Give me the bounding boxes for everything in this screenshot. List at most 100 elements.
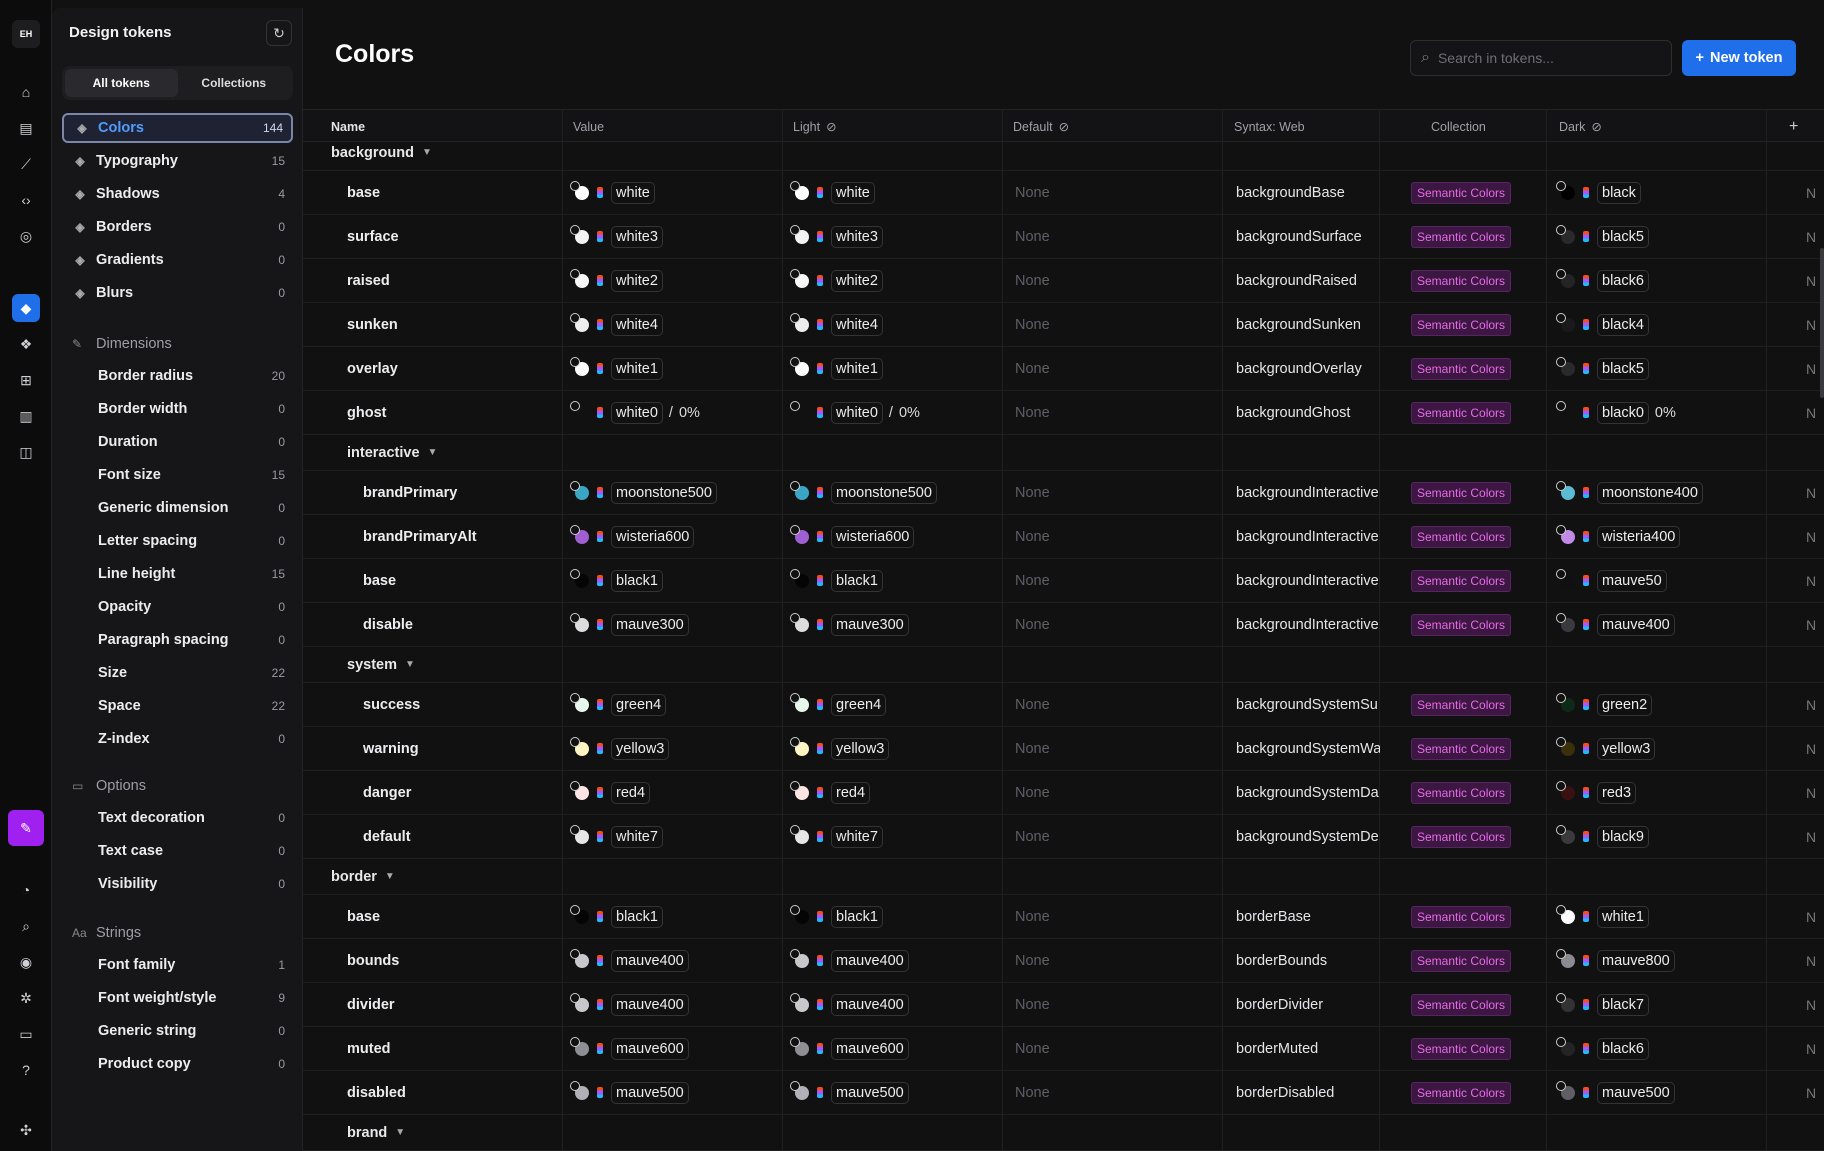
- chevron-down-icon[interactable]: ▼: [404, 659, 415, 670]
- table-row[interactable]: disable mauve300 mauve300 None backgroun…: [303, 603, 1824, 647]
- dark-cell[interactable]: mauve800: [1556, 939, 1675, 982]
- plugin-icon[interactable]: ✎: [8, 810, 44, 846]
- dark-cell[interactable]: moonstone400: [1556, 471, 1703, 514]
- group-row[interactable]: interactive ▼: [303, 435, 1824, 471]
- default-cell[interactable]: None: [1015, 228, 1050, 245]
- table-row[interactable]: brandPrimaryAlt wisteria600 wisteria600 …: [303, 515, 1824, 559]
- scrollbar[interactable]: [1820, 248, 1824, 398]
- default-cell[interactable]: None: [1015, 1084, 1050, 1101]
- refresh-icon[interactable]: ↻: [266, 20, 292, 46]
- table-row[interactable]: base white white None backgroundBase Sem…: [303, 171, 1824, 215]
- light-cell[interactable]: white0 / 0%: [790, 391, 920, 434]
- value-cell[interactable]: mauve500: [570, 1071, 689, 1114]
- category-4[interactable]: ◈ Gradients 0: [62, 245, 293, 275]
- dimension-item[interactable]: Generic dimension 0: [98, 493, 293, 523]
- light-cell[interactable]: mauve600: [790, 1027, 909, 1070]
- default-cell[interactable]: None: [1015, 616, 1050, 633]
- dark-cell[interactable]: black5: [1556, 215, 1649, 258]
- table-row[interactable]: bounds mauve400 mauve400 None borderBoun…: [303, 939, 1824, 983]
- light-cell[interactable]: green4: [790, 683, 887, 726]
- default-cell[interactable]: None: [1015, 272, 1050, 289]
- string-item[interactable]: Generic string 0: [98, 1016, 293, 1046]
- table-row[interactable]: disabled mauve500 mauve500 None borderDi…: [303, 1071, 1824, 1115]
- new-token-button[interactable]: + New token: [1682, 40, 1796, 76]
- value-cell[interactable]: red4: [570, 771, 651, 814]
- group-row[interactable]: brand ▼: [303, 1115, 1824, 1151]
- collection-cell[interactable]: Semantic Colors: [1411, 983, 1512, 1026]
- tab-collections[interactable]: Collections: [201, 76, 267, 90]
- chevron-down-icon[interactable]: ▼: [395, 1127, 406, 1138]
- document-icon[interactable]: ▤: [19, 119, 33, 136]
- dark-cell[interactable]: black4: [1556, 303, 1649, 346]
- dark-cell[interactable]: black: [1556, 171, 1641, 214]
- column-collection[interactable]: Collection: [1431, 119, 1486, 134]
- dark-cell[interactable]: mauve500: [1556, 1071, 1675, 1114]
- column-default[interactable]: Default ⊘: [1005, 110, 1069, 143]
- default-cell[interactable]: None: [1015, 528, 1050, 545]
- collection-cell[interactable]: Semantic Colors: [1411, 559, 1512, 602]
- collection-cell[interactable]: Semantic Colors: [1411, 1071, 1512, 1114]
- light-cell[interactable]: wisteria600: [790, 515, 915, 558]
- light-cell[interactable]: white7: [790, 815, 883, 858]
- dark-cell[interactable]: black9: [1556, 815, 1649, 858]
- column-dark[interactable]: Dark ⊘: [1551, 110, 1602, 143]
- light-cell[interactable]: moonstone500: [790, 471, 937, 514]
- column-value[interactable]: Value: [573, 119, 605, 134]
- tab-all-tokens[interactable]: All tokens: [65, 69, 178, 97]
- table-row[interactable]: raised white2 white2 None backgroundRais…: [303, 259, 1824, 303]
- search-input[interactable]: [1437, 50, 1638, 66]
- default-cell[interactable]: None: [1015, 572, 1050, 589]
- dark-cell[interactable]: mauve50: [1556, 559, 1667, 602]
- dark-cell[interactable]: black6: [1556, 1027, 1649, 1070]
- light-cell[interactable]: white2: [790, 259, 883, 302]
- table-row[interactable]: divider mauve400 mauve400 None borderDiv…: [303, 983, 1824, 1027]
- collection-cell[interactable]: Semantic Colors: [1411, 391, 1512, 434]
- column-name[interactable]: Name: [331, 119, 366, 134]
- dimension-item[interactable]: Font size 15: [98, 460, 293, 490]
- default-cell[interactable]: None: [1015, 404, 1050, 421]
- collection-cell[interactable]: Semantic Colors: [1411, 815, 1512, 858]
- collection-cell[interactable]: Semantic Colors: [1411, 939, 1512, 982]
- collection-cell[interactable]: Semantic Colors: [1411, 603, 1512, 646]
- dark-cell[interactable]: black6: [1556, 259, 1649, 302]
- dimension-item[interactable]: Duration 0: [98, 427, 293, 457]
- default-cell[interactable]: None: [1015, 784, 1050, 801]
- group-row[interactable]: border ▼: [303, 859, 1824, 895]
- workspace-avatar[interactable]: EH: [12, 20, 40, 48]
- table-row[interactable]: surface white3 white3 None backgroundSur…: [303, 215, 1824, 259]
- group-strings[interactable]: Aa Strings: [72, 925, 141, 941]
- string-item[interactable]: Font weight/style 9: [98, 983, 293, 1013]
- default-cell[interactable]: None: [1015, 996, 1050, 1013]
- category-2[interactable]: ◈ Shadows 4: [62, 179, 293, 209]
- light-cell[interactable]: white4: [790, 303, 883, 346]
- collection-cell[interactable]: Semantic Colors: [1411, 771, 1512, 814]
- home-icon[interactable]: ⌂: [21, 84, 31, 100]
- light-cell[interactable]: mauve400: [790, 939, 909, 982]
- settings-icon[interactable]: ✲: [20, 989, 32, 1006]
- table-row[interactable]: base black1 black1 None borderBase Seman…: [303, 895, 1824, 939]
- option-item[interactable]: Visibility 0: [98, 869, 293, 899]
- default-cell[interactable]: None: [1015, 908, 1050, 925]
- default-cell[interactable]: None: [1015, 316, 1050, 333]
- dark-cell[interactable]: mauve400: [1556, 603, 1675, 646]
- dimension-item[interactable]: Line height 15: [98, 559, 293, 589]
- grid-icon[interactable]: ⊞: [20, 371, 32, 388]
- chevron-down-icon[interactable]: ▼: [384, 871, 395, 882]
- table-row[interactable]: default white7 white7 None backgroundSys…: [303, 815, 1824, 859]
- dark-cell[interactable]: black0 0%: [1556, 391, 1676, 434]
- collection-cell[interactable]: Semantic Colors: [1411, 727, 1512, 770]
- dimension-item[interactable]: Space 22: [98, 691, 293, 721]
- value-cell[interactable]: white3: [570, 215, 663, 258]
- group-row[interactable]: system ▼: [303, 647, 1824, 683]
- default-cell[interactable]: None: [1015, 828, 1050, 845]
- chat-icon[interactable]: ▭: [19, 1025, 33, 1042]
- search-icon[interactable]: ⌕: [22, 917, 30, 934]
- table-row[interactable]: success green4 green4 None backgroundSys…: [303, 683, 1824, 727]
- collection-cell[interactable]: Semantic Colors: [1411, 1027, 1512, 1070]
- default-cell[interactable]: None: [1015, 360, 1050, 377]
- dark-cell[interactable]: white1: [1556, 895, 1649, 938]
- dark-cell[interactable]: red3: [1556, 771, 1637, 814]
- tokens-icon[interactable]: ◆: [12, 294, 40, 322]
- add-column-icon[interactable]: +: [1789, 117, 1799, 135]
- palette-icon[interactable]: ◎: [19, 227, 33, 244]
